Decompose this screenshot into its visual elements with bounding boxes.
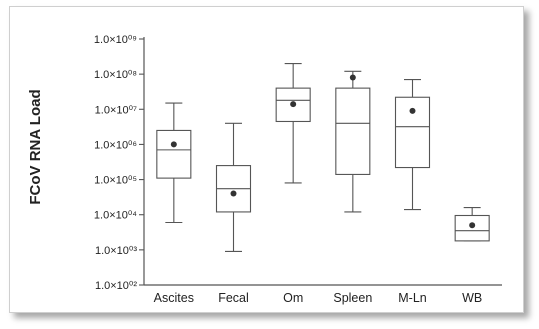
y-tick-label: 1.0×10⁰⁹ <box>94 34 137 46</box>
mean-marker <box>349 74 356 81</box>
chart-frame: FCoV RNA Load 1.0×10⁰² 1.0×10⁰³ 1.0×10⁰⁴ 1.… <box>9 6 524 313</box>
y-axis-label: FCoV RNA Load <box>27 89 44 204</box>
box-spleen <box>335 70 371 213</box>
x-tick-label: WB <box>462 291 482 305</box>
axes <box>143 37 502 286</box>
x-tick-labels: Ascites Fecal Om Spleen M-Ln WB <box>154 291 483 305</box>
y-tick-label: 1.0×10⁰⁶ <box>94 139 137 151</box>
y-tick-label: 1.0×10⁰⁸ <box>94 69 137 81</box>
mean-marker <box>409 107 416 114</box>
mean-marker <box>469 222 476 229</box>
y-tick-label: 1.0×10⁰⁵ <box>94 175 137 187</box>
x-tick-label: Om <box>283 291 303 305</box>
y-ticks: 1.0×10⁰² 1.0×10⁰³ 1.0×10⁰⁴ 1.0×10⁰⁵ 1.0×10⁰⁶… <box>94 34 144 292</box>
box-fecal <box>215 122 252 253</box>
y-tick-label: 1.0×10⁰⁷ <box>95 104 137 116</box>
box-iqr <box>335 87 371 175</box>
y-tick-label: 1.0×10⁰³ <box>95 245 137 257</box>
box-m-ln <box>394 79 431 211</box>
box-plot: FCoV RNA Load 1.0×10⁰²1.0×10⁰³1.0×10⁰⁴1.… <box>27 34 502 305</box>
mean-marker <box>230 190 237 197</box>
y-tick-label: 1.0×10⁰² <box>95 280 137 292</box>
mean-marker <box>290 101 297 108</box>
box-om <box>275 63 311 184</box>
boxes <box>156 63 490 253</box>
y-tick-label: 1.0×10⁰⁴ <box>94 210 137 222</box>
box-iqr <box>156 129 192 179</box>
mean-marker <box>170 141 177 148</box>
box-wb <box>454 206 490 242</box>
x-tick-label: Fecal <box>218 291 249 305</box>
box-iqr <box>394 96 431 169</box>
x-tick-label: Ascites <box>154 291 194 305</box>
box-ascites <box>156 102 192 224</box>
x-tick-label: Spleen <box>333 291 372 305</box>
x-tick-label: M-Ln <box>398 291 427 305</box>
